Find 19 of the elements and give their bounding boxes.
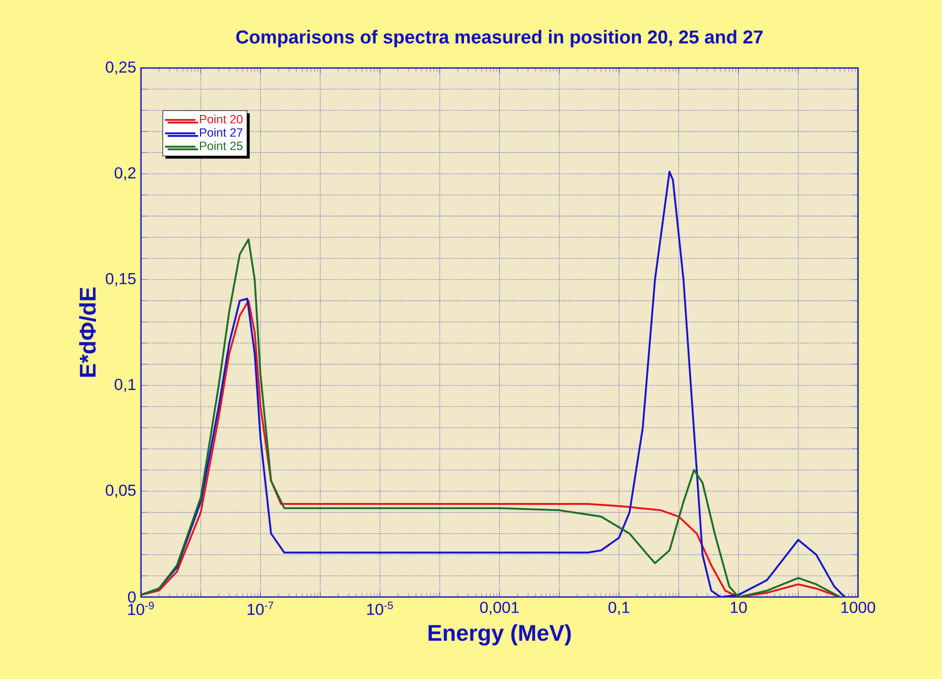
chart-title: Comparisons of spectra measured in position 20, 25 and 27	[236, 30, 763, 48]
legend-label: Point 25	[200, 141, 242, 150]
legend-label: Point 20	[200, 114, 243, 124]
y-tick-label: 0	[128, 591, 136, 603]
y-tick-label: 0,05	[106, 484, 136, 498]
x-tick-label: 0,1	[608, 602, 630, 615]
x-tick-label: 10$^{-9}$	[128, 602, 154, 616]
x-tick-label: 10$^{-7}$	[248, 602, 274, 616]
x-tick-label: 10$^{-5}$	[367, 602, 393, 616]
x-tick-label: 0,001	[480, 602, 519, 615]
legend-label: Point 27	[200, 128, 242, 137]
y-axis-title: E*dΦ/dE	[79, 288, 96, 377]
y-tick-label: 0,15	[106, 272, 136, 286]
y-tick-label: 0,2	[114, 167, 136, 180]
x-axis-title: Energy (MeV)	[428, 624, 571, 646]
y-tick-label: 0,25	[106, 61, 136, 75]
x-tick-label: 1000	[841, 602, 876, 614]
x-tick-label: 10	[730, 602, 747, 614]
y-tick-label: 0,1	[114, 378, 136, 392]
